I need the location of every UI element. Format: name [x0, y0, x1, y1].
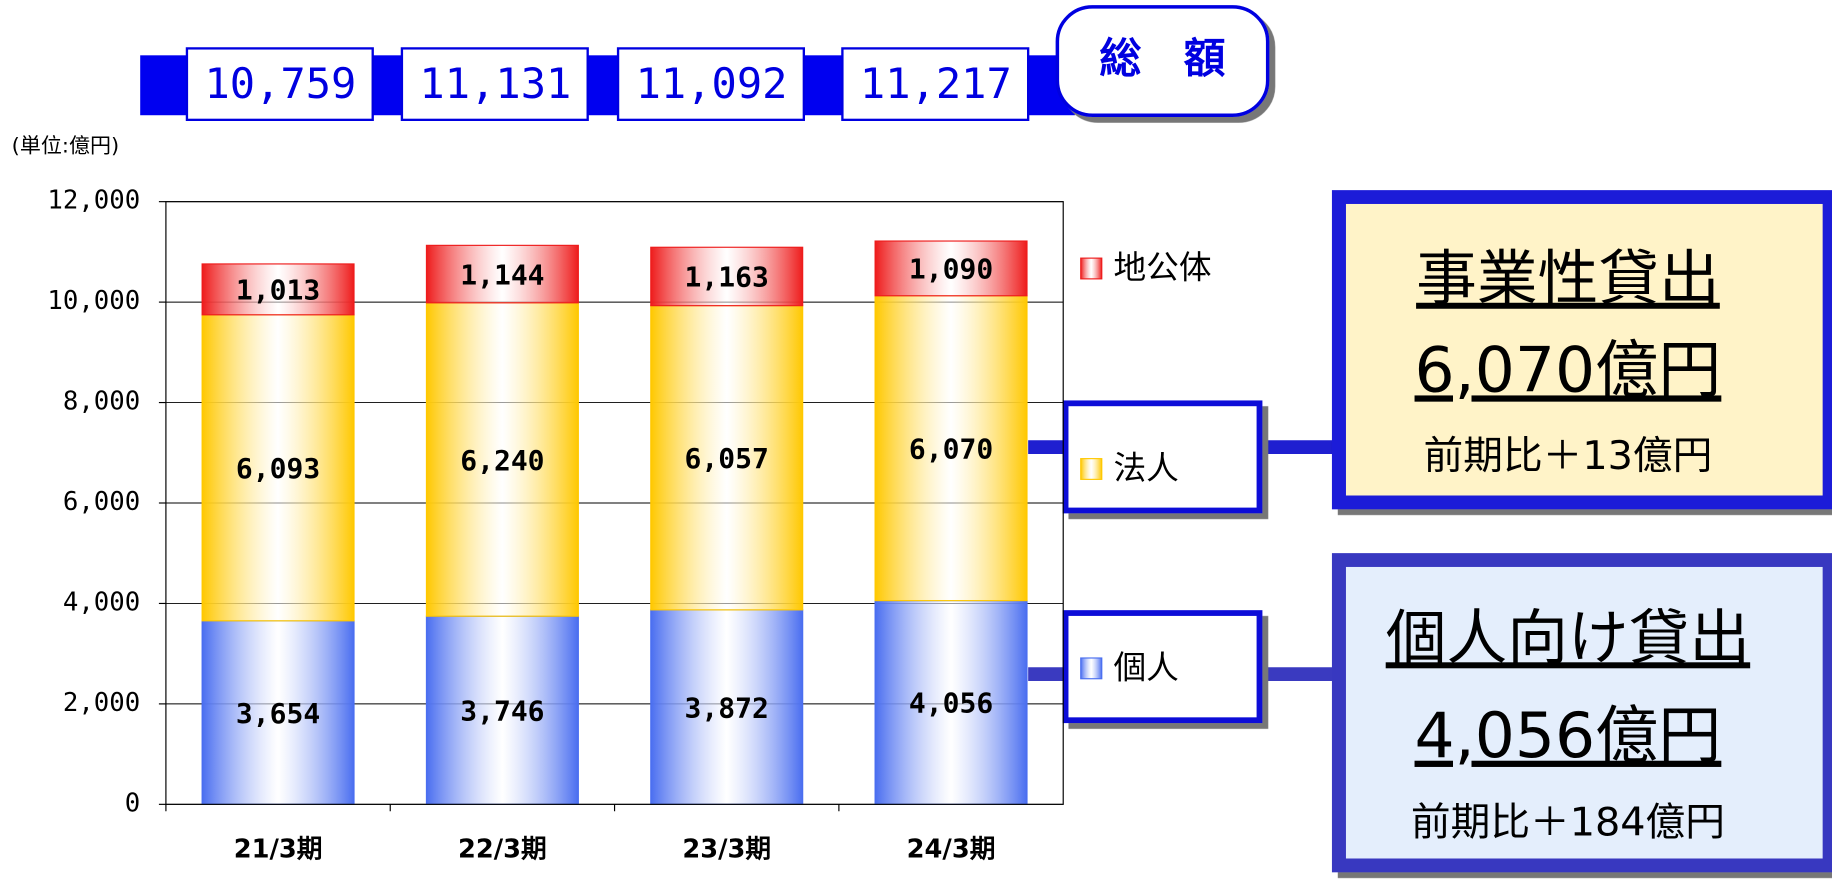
plot-frame — [165, 201, 1064, 805]
data-label: 6,240 — [460, 444, 544, 477]
total-box — [616, 47, 806, 121]
bar-segment — [425, 615, 579, 805]
total-box — [400, 47, 589, 121]
x-tick-label: 21/3期 — [234, 835, 323, 865]
legend-label: 個人 — [1113, 649, 1178, 687]
total-box — [841, 47, 1030, 121]
total-title: 総 額 — [1099, 34, 1225, 83]
bar-segment — [201, 620, 355, 805]
data-label: 1,163 — [685, 261, 769, 294]
total-badge — [1055, 5, 1270, 117]
unit-label: (単位:億円) — [12, 133, 120, 157]
bar-segment — [425, 244, 579, 304]
data-label: 3,654 — [236, 697, 320, 730]
annotation-amount: 6,070億円 — [1415, 334, 1722, 407]
total-value: 11,092 — [636, 59, 788, 108]
bar-segment — [874, 240, 1028, 297]
annotation-title: 事業性貸出 — [1416, 244, 1720, 314]
bar-segment — [650, 305, 804, 611]
data-label: 6,057 — [685, 442, 769, 475]
annotation-box — [1331, 553, 1832, 873]
legend-box — [1062, 400, 1263, 514]
x-tick-label: 24/3期 — [907, 835, 996, 865]
x-tick-label: 22/3期 — [458, 835, 547, 865]
annotation-change: 前期比＋184億円 — [1411, 800, 1725, 846]
total-value: 11,217 — [860, 59, 1012, 108]
bar-segment — [201, 263, 355, 316]
y-tick-label: 2,000 — [63, 688, 140, 718]
annotation-amount: 4,056億円 — [1415, 699, 1722, 772]
bar-segment — [650, 609, 804, 805]
y-tick-label: 12,000 — [47, 186, 140, 216]
total-value: 11,131 — [419, 59, 571, 108]
data-label: 1,144 — [460, 259, 544, 292]
data-label: 6,070 — [909, 433, 993, 466]
legend-label: 法人 — [1113, 449, 1178, 487]
total-value: 10,759 — [204, 59, 356, 108]
bar-segment — [425, 302, 579, 617]
legend-label: 地公体 — [1113, 249, 1211, 287]
data-label: 6,093 — [236, 452, 320, 485]
total-box — [185, 47, 374, 121]
x-tick-label: 23/3期 — [682, 835, 771, 865]
annotation-change: 前期比＋13億円 — [1424, 433, 1713, 479]
data-label: 4,056 — [909, 687, 993, 720]
y-tick-label: 0 — [125, 788, 140, 818]
data-label: 1,090 — [909, 253, 993, 286]
bar-segment — [650, 246, 804, 307]
y-tick-label: 4,000 — [63, 588, 140, 618]
data-label: 3,746 — [460, 695, 544, 728]
bar-segment — [874, 600, 1028, 805]
bar-segment — [201, 314, 355, 622]
legend-swatch — [1080, 657, 1103, 680]
bar-segment — [874, 295, 1028, 602]
y-tick-label: 10,000 — [47, 286, 140, 316]
y-tick-label: 6,000 — [63, 487, 140, 517]
legend-swatch — [1080, 257, 1103, 280]
data-label: 1,013 — [236, 274, 320, 307]
annotation-box — [1331, 190, 1832, 510]
y-tick-label: 8,000 — [63, 387, 140, 417]
legend-swatch — [1080, 458, 1103, 480]
data-label: 3,872 — [685, 692, 769, 725]
annotation-title: 個人向け貸出 — [1386, 604, 1750, 674]
